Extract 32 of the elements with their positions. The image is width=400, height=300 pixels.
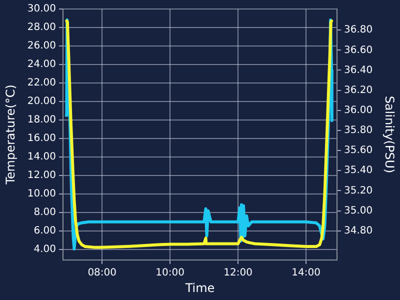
y2-tick-label: 36.80 [344,24,373,36]
y-tick-label: 26.00 [27,40,56,52]
x-tick-label: 14:00 [292,268,320,279]
y2-tick-label: 35.80 [344,125,373,136]
y2-tick-label: 36.20 [344,84,373,96]
y-tick-label: 10.00 [27,188,56,200]
y-tick-label: 22.00 [27,78,56,89]
y-tick-label: 6.00 [34,225,56,236]
y2-tick-label: 35.40 [344,165,373,176]
y2-tick-label: 34.80 [344,225,373,236]
x-axis-title: Time [184,280,215,295]
x-tick-label: 08:00 [88,268,117,279]
y-tick-label: 20.00 [27,96,56,108]
y2-tick-label: 36.60 [344,44,373,56]
y2-tick-label: 35.60 [344,145,373,156]
y2-tick-label: 36.00 [344,105,373,116]
y-axis-title: Temperature(°C) [3,84,18,186]
y-tick-label: 14.00 [27,151,56,162]
y-tick-label: 4.00 [34,244,56,255]
y2-axis-title: Salinity(PSU) [382,96,397,174]
y2-tick-label: 36.40 [344,64,373,76]
y-tick-label: 28.00 [27,22,56,34]
y-tick-label: 18.00 [27,114,56,126]
x-tick-label: 10:00 [156,268,184,279]
x-tick-label: 12:00 [224,268,252,279]
y-tick-label: 30.00 [27,4,56,15]
y-tick-label: 12.00 [27,170,56,181]
y2-tick-label: 35.00 [344,205,373,216]
y-tick-label: 24.00 [27,59,56,70]
y-tick-label: 16.00 [27,132,56,144]
y2-tick-label: 35.20 [344,185,373,196]
y-tick-label: 8.00 [34,206,56,218]
